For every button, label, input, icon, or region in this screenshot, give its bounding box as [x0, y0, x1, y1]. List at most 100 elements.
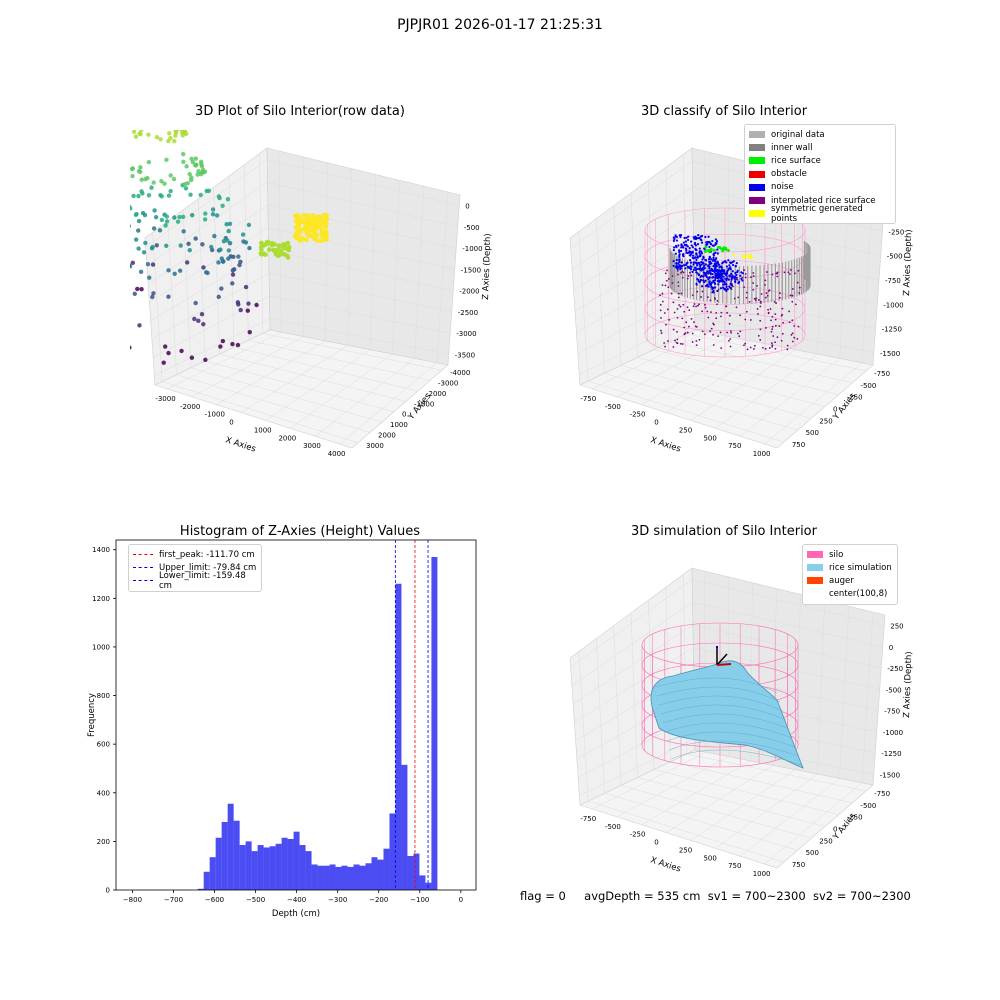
raw-point: [180, 214, 186, 219]
noise-point: [704, 284, 708, 288]
histogram-bar: [227, 803, 234, 890]
x-tick-label: −300: [328, 896, 347, 904]
raw-point: [198, 192, 203, 198]
noise-point: [707, 285, 710, 288]
y-axis-label: Frequency: [87, 693, 97, 737]
rice-point: [724, 248, 728, 251]
noise-point: [711, 291, 714, 294]
legend-label: Upper_limit: -79.84 cm: [159, 562, 257, 573]
raw-point: [312, 236, 317, 242]
noise-point: [726, 277, 729, 280]
interpolated-point: [767, 312, 770, 315]
interpolated-point: [791, 340, 794, 343]
interpolated-point: [661, 300, 664, 303]
raw-point: [318, 238, 324, 243]
symmetric-point: [748, 256, 751, 260]
raw-point: [221, 239, 227, 244]
noise-point: [703, 247, 706, 250]
interpolated-point: [710, 311, 712, 314]
x-tick-label: -750: [580, 815, 596, 823]
noise-point: [698, 255, 702, 258]
noise-point: [715, 265, 718, 268]
raw-point: [177, 268, 183, 273]
x-tick-label: 0: [229, 419, 233, 427]
histogram-bar: [287, 838, 294, 890]
raw-point: [238, 307, 243, 313]
noise-point: [714, 286, 717, 289]
raw-point: [282, 252, 288, 257]
raw-point: [236, 302, 241, 307]
noise-point: [731, 263, 735, 267]
raw-point: [198, 159, 204, 165]
raw-grid: [145, 150, 460, 445]
noise-point: [692, 263, 695, 266]
legend-swatch: [749, 157, 765, 165]
noise-point: [728, 274, 731, 277]
interpolated-point: [659, 309, 662, 312]
y-tick-label: 200: [97, 838, 110, 846]
noise-point: [705, 271, 708, 274]
raw-point: [265, 239, 271, 245]
noise-point: [683, 243, 686, 247]
interpolated-point: [729, 338, 732, 340]
noise-point: [687, 235, 690, 238]
raw-point: [171, 176, 177, 182]
interpolated-point: [691, 332, 694, 335]
interpolated-point: [676, 316, 679, 319]
z-tick-label: -3000: [456, 330, 476, 338]
raw-point: [172, 215, 177, 220]
surface-mesh: [664, 722, 793, 739]
noise-point: [690, 244, 693, 247]
interpolated-point: [674, 339, 676, 342]
y-tick-label: 0: [833, 406, 837, 414]
raw-point: [209, 244, 214, 250]
interpolated-point: [684, 332, 687, 335]
noise-point: [718, 280, 721, 283]
noise-point: [707, 277, 711, 280]
raw-point: [201, 265, 206, 270]
raw-point: [136, 218, 142, 224]
z-tick-label: -1500: [880, 350, 900, 358]
legend-entry: auger: [807, 574, 893, 587]
raw-point: [214, 213, 220, 218]
interpolated-point: [796, 337, 799, 340]
interpolated-point: [704, 303, 706, 306]
raw-point: [243, 240, 249, 245]
interpolated-point: [681, 270, 684, 273]
noise-point: [710, 258, 713, 261]
interpolated-point: [681, 276, 684, 279]
interpolated-point: [739, 314, 742, 317]
noise-point: [679, 249, 683, 253]
interpolated-point: [678, 304, 681, 306]
noise-point: [719, 270, 722, 273]
noise-point: [711, 287, 714, 291]
raw-point: [136, 193, 141, 199]
noise-point: [677, 249, 681, 252]
interpolated-point: [753, 297, 756, 300]
raw-point: [205, 270, 210, 276]
status-line: flag = 0 avgDepth = 535 cm sv1 = 700~230…: [520, 889, 911, 903]
y-tick-label: 750: [792, 861, 805, 869]
raw-point: [210, 212, 216, 217]
raw-point: [133, 237, 139, 242]
rice-point: [721, 248, 725, 252]
interpolated-point: [753, 348, 755, 350]
raw-point: [204, 188, 209, 194]
noise-point: [716, 252, 719, 255]
legend-label: inner wall: [771, 142, 813, 153]
legend-entry: noise: [749, 181, 891, 194]
interpolated-point: [764, 279, 767, 282]
interpolated-point: [786, 348, 789, 351]
noise-point: [700, 239, 703, 242]
raw-point: [151, 291, 156, 296]
interpolated-point: [733, 297, 736, 300]
interpolated-point: [715, 317, 718, 320]
rice-point: [708, 249, 712, 253]
simulation-3d-plot: -750-500-250025050075010007505002500-250…: [569, 567, 914, 878]
noise-point: [703, 267, 706, 270]
histogram-bar: [299, 845, 306, 890]
noise-point: [681, 264, 684, 268]
interpolated-point: [776, 271, 779, 274]
interpolated-point: [659, 303, 662, 306]
interpolated-point: [771, 315, 774, 318]
